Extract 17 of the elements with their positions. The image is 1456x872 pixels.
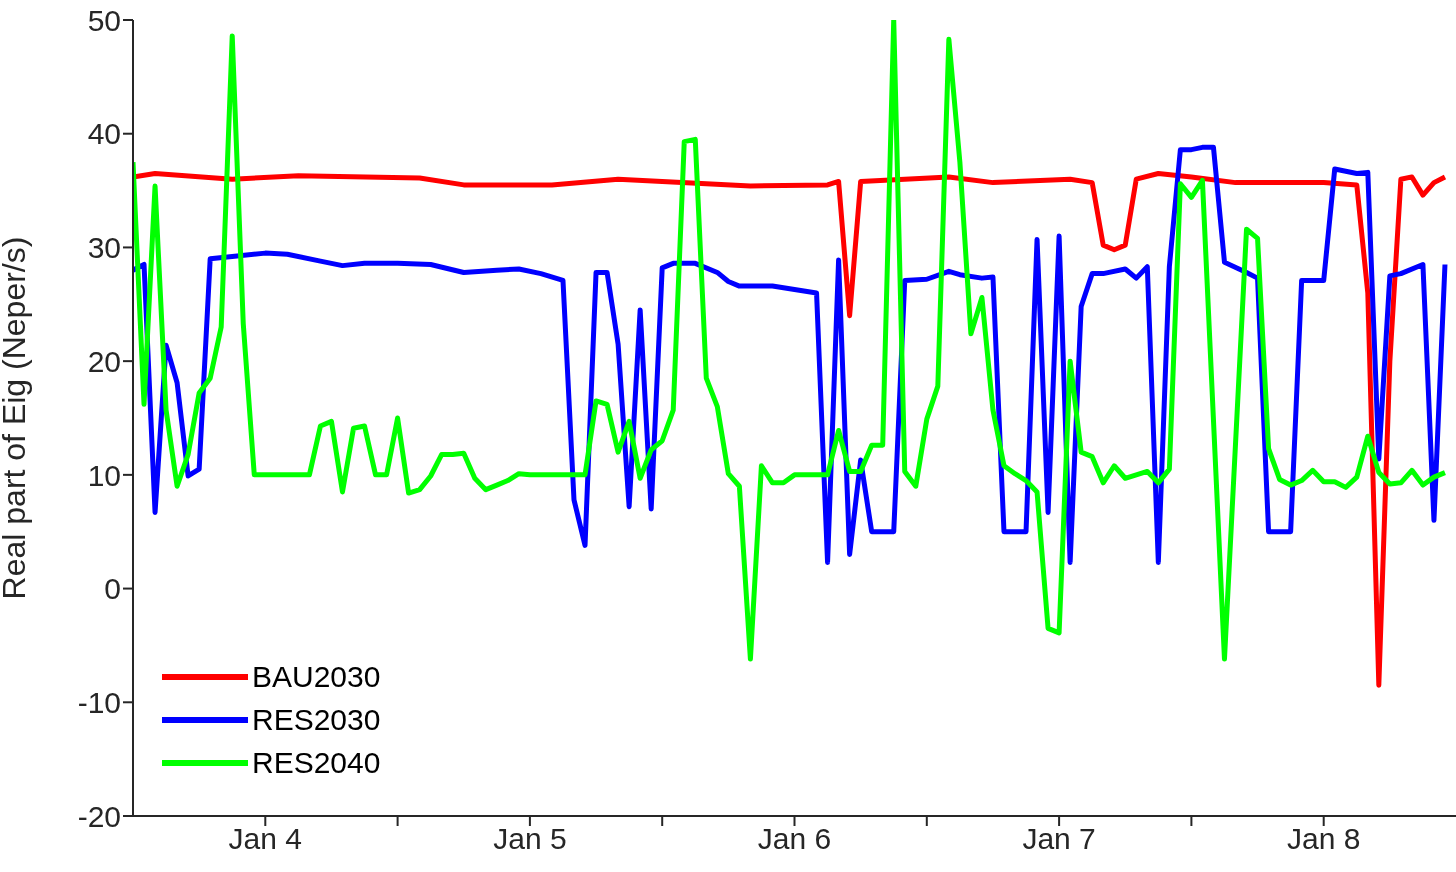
x-tick-label: Jan 6: [757, 822, 832, 856]
y-axis-title: Real part of Eig (Neper/s): [0, 236, 33, 600]
y-tick-label: 10: [87, 458, 121, 492]
y-tick-label: -10: [77, 685, 121, 719]
x-tick-label: Jan 5: [493, 822, 567, 856]
y-tick-label: 30: [87, 231, 121, 265]
y-tick-label: 0: [104, 572, 121, 606]
legend-label: RES2040: [252, 745, 381, 780]
legend-label: RES2030: [252, 702, 381, 737]
x-tick-label: Jan 4: [228, 822, 302, 856]
legend-label: BAU2030: [252, 659, 381, 694]
y-tick-label: 50: [87, 3, 121, 37]
x-tick-label: Jan 8: [1287, 822, 1361, 856]
y-tick-label: -20: [77, 799, 121, 833]
y-tick-label: 20: [87, 344, 121, 378]
y-tick-label: 40: [87, 117, 121, 151]
x-tick-label: Jan 7: [1022, 822, 1096, 856]
